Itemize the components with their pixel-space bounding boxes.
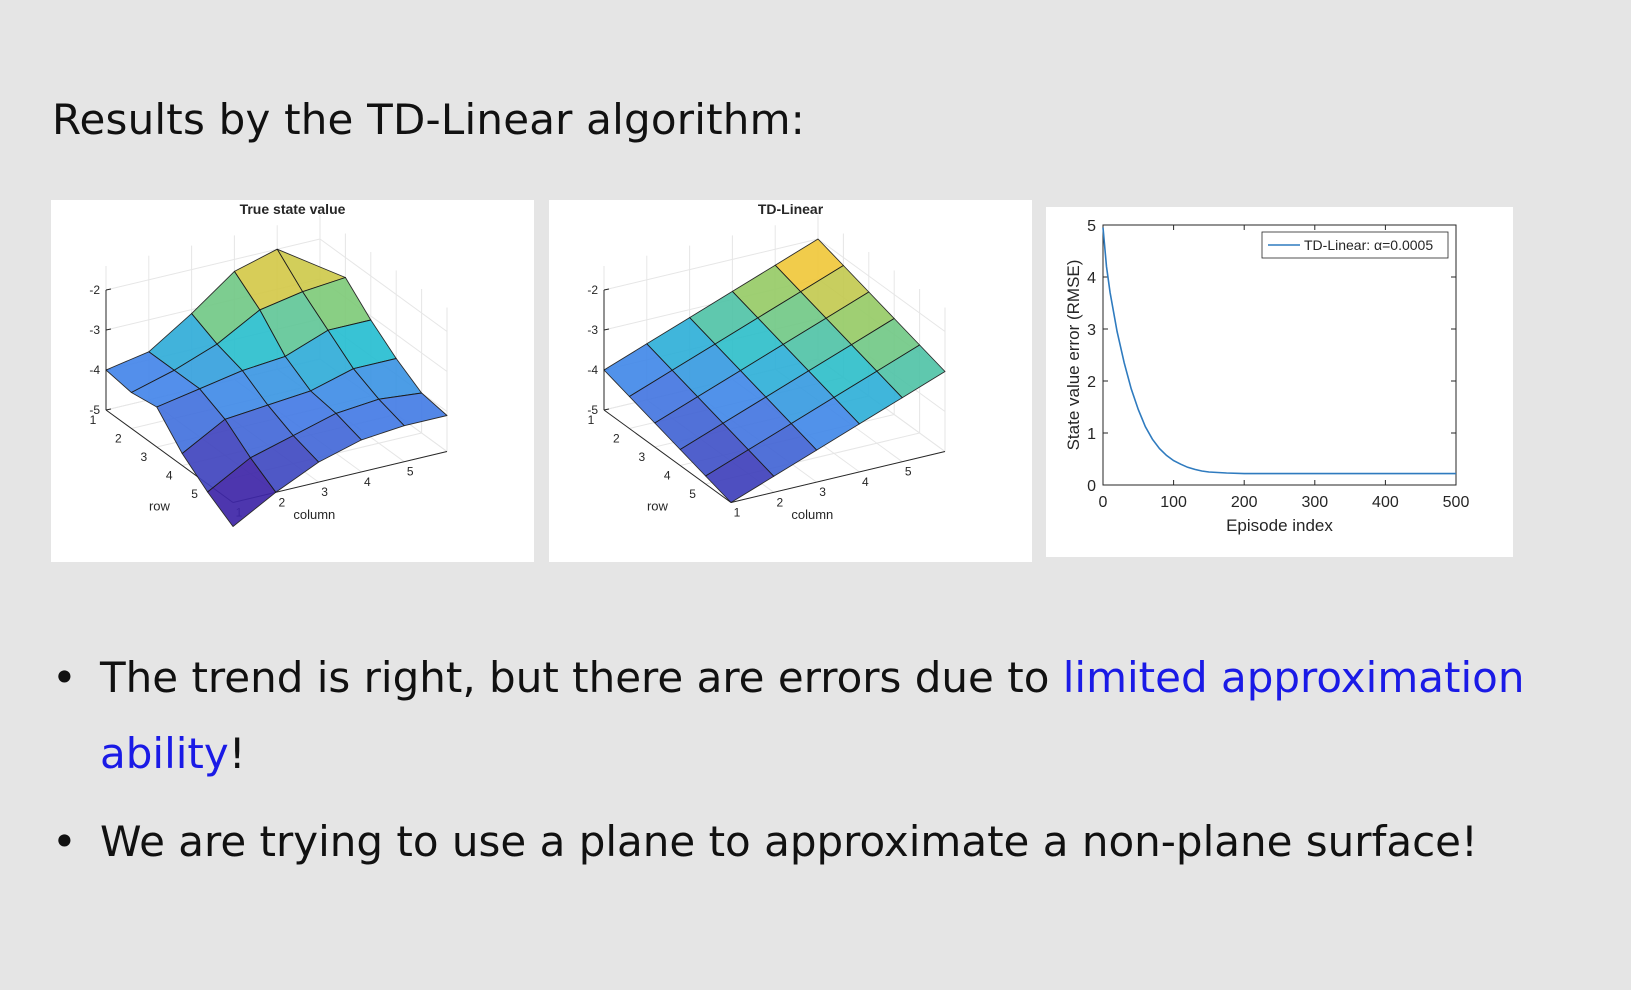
grid-line [817, 238, 946, 332]
row-axis-label: row [149, 499, 171, 514]
row-tick-label: 3 [638, 450, 645, 464]
x-axis-label: Episode index [1226, 516, 1333, 535]
z-tick [105, 288, 112, 291]
bullet-icon: • [52, 653, 77, 702]
chart-title: True state value [240, 201, 346, 217]
y-tick-label: 0 [1087, 478, 1096, 495]
y-tick-label: 3 [1087, 322, 1096, 339]
bullet-text-end: ! [228, 729, 246, 778]
column-tick-label: 5 [407, 465, 414, 479]
z-tick-label: -5 [89, 403, 100, 417]
row-tick-label: 2 [613, 432, 620, 446]
x-tick-label: 400 [1372, 494, 1399, 511]
bullet-item: • We are trying to use a plane to approx… [52, 804, 1592, 880]
y-tick-label: 4 [1087, 270, 1096, 287]
surface-patch [207, 457, 277, 527]
row-axis-label: row [647, 499, 669, 514]
x-tick-label: 500 [1443, 494, 1470, 511]
column-tick-label: 4 [862, 475, 869, 489]
legend-label: TD-Linear: α=0.0005 [1304, 237, 1433, 253]
rmse-svg: 0 100 200 300 400 500 0 1 2 3 4 5 Episode index State… [1064, 218, 1470, 535]
row-tick-label: 4 [664, 469, 671, 483]
bullet-icon: • [52, 817, 77, 866]
z-tick-label: -4 [587, 363, 598, 377]
row-axis [603, 409, 732, 503]
z-tick [603, 408, 610, 411]
z-tick-label: -3 [89, 323, 100, 337]
x-tick-label: 0 [1099, 494, 1108, 511]
column-tick-label: 3 [321, 485, 328, 499]
z-tick [603, 288, 610, 291]
grid-line [603, 238, 819, 291]
grid-line [319, 238, 448, 332]
chart-title: TD-Linear [758, 201, 824, 217]
column-axis-label: column [791, 507, 833, 522]
y-tick-label: 1 [1087, 426, 1096, 443]
true-state-value-chart: True state value-2-3-4-51234512345rowcol… [51, 200, 534, 562]
grid-line [105, 238, 321, 291]
row-tick-label: 5 [191, 487, 198, 501]
x-tick-label: 100 [1160, 494, 1187, 511]
z-tick-label: -2 [89, 283, 100, 297]
y-tick-label: 5 [1087, 218, 1096, 235]
series-line [1102, 227, 1456, 475]
td-linear-chart: TD-Linear -2 -3 -4 -5 1 2 3 4 5 1 2 3 4 5 row column [549, 200, 1032, 562]
z-tick [603, 328, 610, 331]
row-tick-label: 1 [90, 413, 97, 427]
z-tick-label: -2 [587, 283, 598, 297]
column-axis-label: column [293, 507, 335, 522]
z-tick [105, 408, 112, 411]
z-tick-label: -4 [89, 363, 100, 377]
column-tick-label: 5 [905, 465, 912, 479]
z-tick-label: -5 [587, 403, 598, 417]
y-axis-label: State value error (RMSE) [1064, 260, 1083, 451]
true-state-value-svg: True state value-2-3-4-51234512345rowcol… [89, 201, 448, 527]
column-tick-label: 4 [364, 475, 371, 489]
column-tick-label: 1 [734, 506, 741, 520]
row-tick-label: 5 [689, 487, 696, 501]
bullet-list: • The trend is right, but there are erro… [52, 640, 1592, 880]
bullet-highlight: limited approximation ability [100, 653, 1525, 778]
x-tick-label: 300 [1301, 494, 1328, 511]
bullet-text: We are trying to use a plane to approxim… [100, 817, 1478, 866]
y-tick-label: 2 [1087, 374, 1096, 391]
slide-heading: Results by the TD-Linear algorithm: [52, 95, 806, 144]
column-tick-label: 2 [776, 495, 783, 509]
x-tick-label: 200 [1231, 494, 1258, 511]
row-tick-label: 1 [588, 413, 595, 427]
column-tick-label: 2 [278, 495, 285, 509]
surface-patch [705, 449, 775, 503]
bullet-item: • The trend is right, but there are erro… [52, 640, 1592, 792]
row-tick-label: 3 [140, 450, 147, 464]
rmse-chart: 0 100 200 300 400 500 0 1 2 3 4 5 Episode index State… [1046, 207, 1513, 557]
column-axis [730, 451, 946, 503]
column-tick-label: 3 [819, 485, 826, 499]
z-tick-label: -3 [587, 323, 598, 337]
bullet-text: The trend is right, but there are errors… [100, 653, 1063, 702]
plot-area [1102, 224, 1457, 486]
row-tick-label: 2 [115, 432, 122, 446]
row-tick-label: 4 [166, 469, 173, 483]
z-tick [105, 328, 112, 331]
